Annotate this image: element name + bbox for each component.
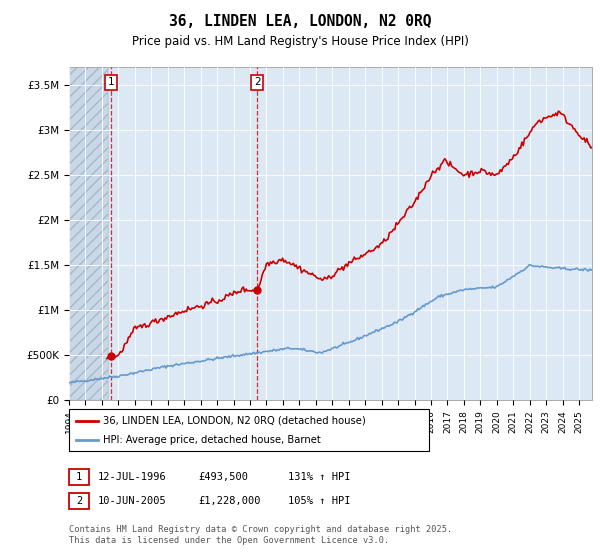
Bar: [69, 67, 109, 400]
Text: 105% ↑ HPI: 105% ↑ HPI: [288, 496, 350, 506]
Text: Price paid vs. HM Land Registry's House Price Index (HPI): Price paid vs. HM Land Registry's House …: [131, 35, 469, 48]
Text: 12-JUL-1996: 12-JUL-1996: [98, 472, 167, 482]
Text: 2: 2: [254, 77, 260, 87]
Text: 36, LINDEN LEA, LONDON, N2 0RQ: 36, LINDEN LEA, LONDON, N2 0RQ: [169, 14, 431, 29]
Bar: [69, 67, 109, 400]
Text: 131% ↑ HPI: 131% ↑ HPI: [288, 472, 350, 482]
Text: Contains HM Land Registry data © Crown copyright and database right 2025.
This d: Contains HM Land Registry data © Crown c…: [69, 525, 452, 545]
Text: 2: 2: [76, 496, 82, 506]
Text: £493,500: £493,500: [198, 472, 248, 482]
Text: HPI: Average price, detached house, Barnet: HPI: Average price, detached house, Barn…: [103, 435, 320, 445]
Text: 1: 1: [76, 472, 82, 482]
Text: 36, LINDEN LEA, LONDON, N2 0RQ (detached house): 36, LINDEN LEA, LONDON, N2 0RQ (detached…: [103, 416, 365, 426]
Text: £1,228,000: £1,228,000: [198, 496, 260, 506]
Text: 10-JUN-2005: 10-JUN-2005: [98, 496, 167, 506]
Text: 1: 1: [107, 77, 114, 87]
